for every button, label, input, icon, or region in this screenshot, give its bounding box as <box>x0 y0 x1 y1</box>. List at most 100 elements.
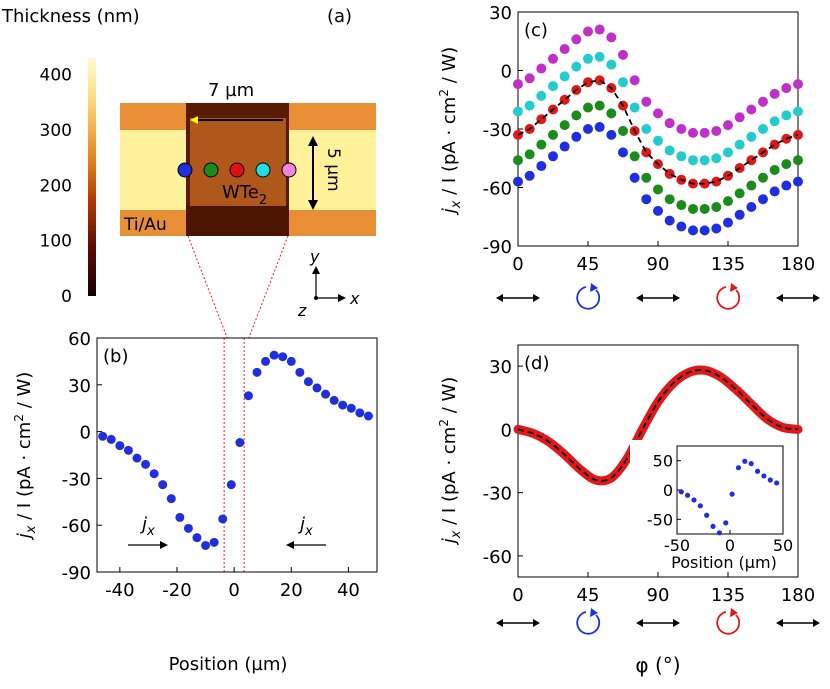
data-point <box>141 459 151 469</box>
inset-data-point <box>774 480 780 486</box>
data-point <box>548 81 558 92</box>
x-tick-label: 135 <box>711 585 745 606</box>
data-point <box>723 147 733 158</box>
plot-area <box>97 338 377 572</box>
data-point <box>583 124 593 134</box>
data-point <box>618 77 628 88</box>
axis-x-label: x <box>349 289 360 308</box>
x-tick-label: 180 <box>781 585 815 606</box>
panel-b-label: (b) <box>103 346 128 367</box>
y-tick-label: 0 <box>501 62 512 83</box>
data-point <box>746 155 757 166</box>
y-tick-label: -90 <box>483 237 512 258</box>
y-tick-label: 30 <box>68 376 91 397</box>
data-point <box>321 389 331 399</box>
data-point <box>664 145 675 156</box>
arrowhead <box>533 294 540 302</box>
data-point <box>513 106 523 117</box>
data-point <box>295 367 305 377</box>
data-point <box>524 170 535 181</box>
data-point <box>252 367 262 377</box>
y-tick-label: 0 <box>80 423 91 444</box>
inset-data-point <box>742 458 748 464</box>
data-point <box>594 51 605 62</box>
circular-left-polarization-icon <box>576 286 601 310</box>
panel-d-label: (d) <box>524 353 549 374</box>
data-point <box>278 352 288 362</box>
arrowhead <box>496 294 503 302</box>
height-arrow-head-top <box>308 136 318 146</box>
data-point <box>793 106 803 117</box>
y-tick-label: 30 <box>489 3 512 24</box>
arrowhead <box>533 619 540 627</box>
width-arrow-head <box>190 116 198 124</box>
data-point <box>734 188 745 199</box>
data-point <box>149 469 159 479</box>
arrowhead <box>730 283 738 292</box>
data-point <box>769 164 780 175</box>
data-point <box>235 438 245 448</box>
data-point <box>548 151 558 162</box>
data-point <box>711 202 722 212</box>
data-point <box>781 83 792 94</box>
colorbar-tick-label: 400 <box>40 66 72 86</box>
data-point <box>192 533 202 543</box>
inset-y-tick-label: 0 <box>663 481 673 500</box>
data-point <box>664 194 675 205</box>
data-point <box>106 434 116 444</box>
data-point <box>618 125 628 136</box>
x-tick-label: 135 <box>711 254 745 275</box>
panel-d: -60 -30 0 30 0 45 90 135 180 (d) jx / I (pA · cm2 … <box>437 344 820 677</box>
inset-data-point <box>729 491 735 497</box>
data-point <box>524 73 535 84</box>
data-point <box>618 147 628 158</box>
data-point <box>559 120 570 131</box>
zoom-line-left <box>187 235 229 341</box>
panel-c-label: (c) <box>524 20 548 41</box>
x-tick-label: -40 <box>105 580 134 601</box>
data-point <box>758 172 768 183</box>
contact-label: Ti/Au <box>123 215 167 235</box>
data-point <box>793 176 803 187</box>
x-tick-label: -20 <box>162 580 191 601</box>
inset-data-point <box>754 468 761 474</box>
data-point <box>781 133 792 144</box>
data-point <box>583 26 593 37</box>
data-point <box>781 180 792 191</box>
data-point <box>583 53 593 64</box>
data-point <box>676 221 687 232</box>
arrowhead <box>813 619 820 627</box>
data-point <box>536 161 547 172</box>
data-point <box>769 116 780 127</box>
y-tick-label: -30 <box>483 484 512 505</box>
colorbar-tick-label: 100 <box>40 232 72 252</box>
data-point <box>513 176 523 187</box>
data-point <box>303 377 313 387</box>
data-point <box>688 225 698 236</box>
data-point <box>629 102 640 113</box>
x-tick-label: 45 <box>577 585 600 606</box>
data-point <box>536 63 547 74</box>
data-point <box>793 129 803 140</box>
data-point <box>711 176 722 187</box>
arrowhead <box>160 541 168 549</box>
inset-x-tick-label: -50 <box>664 536 690 555</box>
data-point <box>355 408 365 418</box>
x-tick-label: 90 <box>647 585 670 606</box>
data-point <box>158 480 168 490</box>
colorbar-title: Thickness (nm) <box>1 6 140 27</box>
data-point <box>594 122 605 133</box>
y-axis-label: jx / I (pA · cm2 / W) <box>437 377 464 547</box>
contact-left-bottom <box>120 210 186 236</box>
data-point <box>594 100 605 111</box>
data-point <box>286 356 296 366</box>
data-point <box>781 110 792 121</box>
data-point <box>641 96 652 107</box>
colorbar-tick-label: 200 <box>40 176 72 196</box>
y-tick-label: 30 <box>489 357 512 378</box>
data-point <box>571 110 582 121</box>
data-point <box>734 139 745 150</box>
data-point <box>641 194 652 205</box>
data-point <box>115 441 125 451</box>
